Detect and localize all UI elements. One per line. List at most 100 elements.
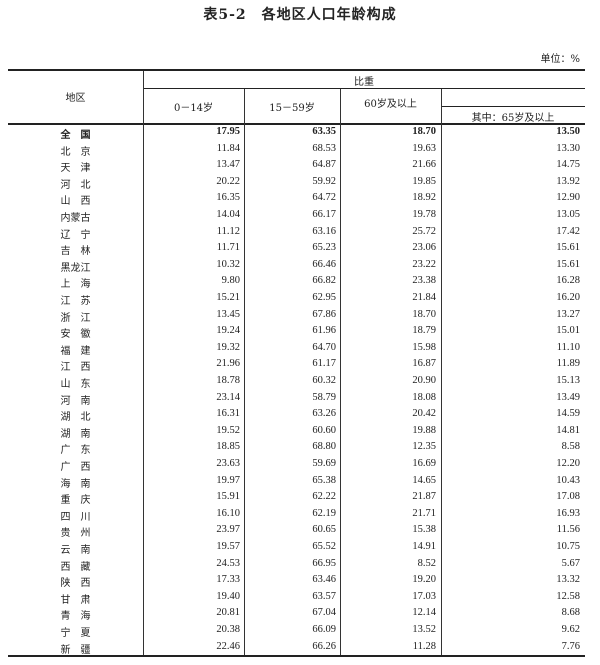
header-60-plus: 60岁及以上 bbox=[364, 99, 417, 110]
value-cell: 21.96 bbox=[216, 358, 240, 370]
value-cell: 9.62 bbox=[561, 624, 580, 635]
value-cell: 58.79 bbox=[312, 391, 336, 403]
table-row: 天 津 13.47 64.87 21.66 14.75 bbox=[8, 158, 585, 175]
table-row: 内蒙古 14.04 66.17 19.78 13.05 bbox=[8, 208, 585, 225]
value-cell: 17.33 bbox=[216, 574, 240, 586]
value-cell: 23.22 bbox=[412, 258, 436, 270]
value-cell: 13.50 bbox=[556, 126, 580, 137]
value-cell: 14.81 bbox=[556, 424, 580, 436]
value-cell: 23.38 bbox=[412, 275, 436, 287]
value-cell: 60.65 bbox=[312, 524, 336, 536]
value-cell: 68.80 bbox=[312, 441, 336, 453]
value-cell: 68.53 bbox=[312, 142, 336, 154]
value-cell: 65.38 bbox=[312, 474, 336, 486]
table-row: 山 西 16.35 64.72 18.92 12.90 bbox=[8, 191, 585, 208]
value-cell: 19.40 bbox=[216, 590, 240, 602]
value-cell: 19.88 bbox=[412, 424, 436, 436]
table-row: 贵 州 23.97 60.65 15.38 11.56 bbox=[8, 523, 585, 540]
value-cell: 62.19 bbox=[312, 507, 336, 519]
table-row: 山 东 18.78 60.32 20.90 15.13 bbox=[8, 374, 585, 391]
value-cell: 23.14 bbox=[216, 391, 240, 403]
value-cell: 16.93 bbox=[556, 507, 580, 519]
value-cell: 16.69 bbox=[412, 458, 436, 469]
value-cell: 13.30 bbox=[556, 142, 580, 154]
value-cell: 23.06 bbox=[412, 242, 436, 254]
value-cell: 59.92 bbox=[312, 175, 336, 187]
value-cell: 14.75 bbox=[556, 159, 580, 171]
table-row: 安 徽 19.24 61.96 18.79 15.01 bbox=[8, 324, 585, 341]
value-cell: 18.70 bbox=[412, 126, 436, 137]
table-row: 浙 江 13.45 67.86 18.70 13.27 bbox=[8, 308, 585, 325]
value-cell: 21.84 bbox=[412, 292, 436, 303]
region-cell: 甘 肃 bbox=[60, 594, 91, 606]
value-cell: 23.63 bbox=[216, 458, 240, 469]
value-cell: 62.95 bbox=[312, 292, 336, 303]
value-cell: 14.65 bbox=[412, 474, 436, 486]
region-cell: 福 建 bbox=[60, 345, 91, 357]
value-cell: 12.14 bbox=[412, 607, 436, 619]
unit-label: 单位：% bbox=[540, 54, 580, 65]
value-cell: 17.03 bbox=[412, 590, 436, 602]
table-row: 黑龙江 10.32 66.46 23.22 15.61 bbox=[8, 258, 585, 275]
value-cell: 16.87 bbox=[412, 358, 436, 370]
value-cell: 15.61 bbox=[556, 258, 580, 270]
value-cell: 12.90 bbox=[556, 192, 580, 204]
value-cell: 17.42 bbox=[556, 225, 580, 237]
table-row: 云 南 19.57 65.52 14.91 10.75 bbox=[8, 540, 585, 557]
value-cell: 13.49 bbox=[556, 391, 580, 403]
value-cell: 18.92 bbox=[412, 192, 436, 204]
value-cell: 12.20 bbox=[556, 458, 580, 469]
value-cell: 61.96 bbox=[312, 325, 336, 337]
value-cell: 21.71 bbox=[412, 507, 436, 519]
value-cell: 20.90 bbox=[412, 375, 436, 386]
column-divider bbox=[244, 89, 245, 655]
region-cell: 山 东 bbox=[60, 379, 91, 390]
region-cell: 全 国 bbox=[60, 130, 91, 141]
region-cell: 广 西 bbox=[60, 462, 91, 473]
value-cell: 15.91 bbox=[216, 491, 240, 503]
region-cell: 贵 州 bbox=[60, 528, 91, 540]
region-cell: 吉 林 bbox=[60, 246, 91, 258]
value-cell: 18.08 bbox=[412, 391, 436, 403]
value-cell: 19.20 bbox=[412, 574, 436, 586]
region-cell: 湖 南 bbox=[60, 428, 91, 440]
value-cell: 12.35 bbox=[412, 441, 436, 453]
region-cell: 四 川 bbox=[60, 511, 91, 523]
value-cell: 60.60 bbox=[312, 424, 336, 436]
value-cell: 21.87 bbox=[412, 491, 436, 503]
value-cell: 20.42 bbox=[412, 408, 436, 420]
value-cell: 15.01 bbox=[556, 325, 580, 337]
table-row: 河 南 23.14 58.79 18.08 13.49 bbox=[8, 391, 585, 408]
region-cell: 广 东 bbox=[60, 445, 91, 457]
value-cell: 66.26 bbox=[312, 640, 336, 652]
value-cell: 8.52 bbox=[417, 557, 436, 569]
value-cell: 19.85 bbox=[412, 175, 436, 187]
table-row: 吉 林 11.71 65.23 23.06 15.61 bbox=[8, 241, 585, 258]
value-cell: 18.79 bbox=[412, 325, 436, 337]
header-65-plus: 其中：65岁及以上 bbox=[471, 113, 555, 124]
value-cell: 61.17 bbox=[312, 358, 336, 370]
header-rule bbox=[143, 88, 585, 89]
value-cell: 11.28 bbox=[412, 640, 436, 652]
region-cell: 河 北 bbox=[60, 179, 91, 191]
value-cell: 10.75 bbox=[556, 541, 580, 552]
table-row: 北 京 11.84 68.53 19.63 13.30 bbox=[8, 142, 585, 159]
region-cell: 辽 宁 bbox=[60, 229, 91, 241]
header-15-59: 15－59岁 bbox=[269, 103, 315, 114]
region-cell: 北 京 bbox=[60, 146, 91, 158]
value-cell: 63.35 bbox=[312, 126, 336, 137]
region-cell: 浙 江 bbox=[60, 312, 91, 324]
table-row: 宁 夏 20.38 66.09 13.52 9.62 bbox=[8, 623, 585, 640]
value-cell: 66.82 bbox=[312, 275, 336, 287]
value-cell: 17.08 bbox=[556, 491, 580, 503]
value-cell: 23.97 bbox=[216, 524, 240, 536]
value-cell: 67.86 bbox=[312, 308, 336, 320]
region-cell: 云 南 bbox=[60, 545, 91, 556]
table-row: 辽 宁 11.12 63.16 25.72 17.42 bbox=[8, 225, 585, 242]
table-row: 广 西 23.63 59.69 16.69 12.20 bbox=[8, 457, 585, 474]
header-group: 比重 bbox=[354, 77, 374, 88]
value-cell: 64.87 bbox=[312, 159, 336, 171]
table-row: 广 东 18.85 68.80 12.35 8.58 bbox=[8, 440, 585, 457]
value-cell: 19.78 bbox=[412, 209, 436, 220]
value-cell: 7.76 bbox=[561, 640, 580, 652]
